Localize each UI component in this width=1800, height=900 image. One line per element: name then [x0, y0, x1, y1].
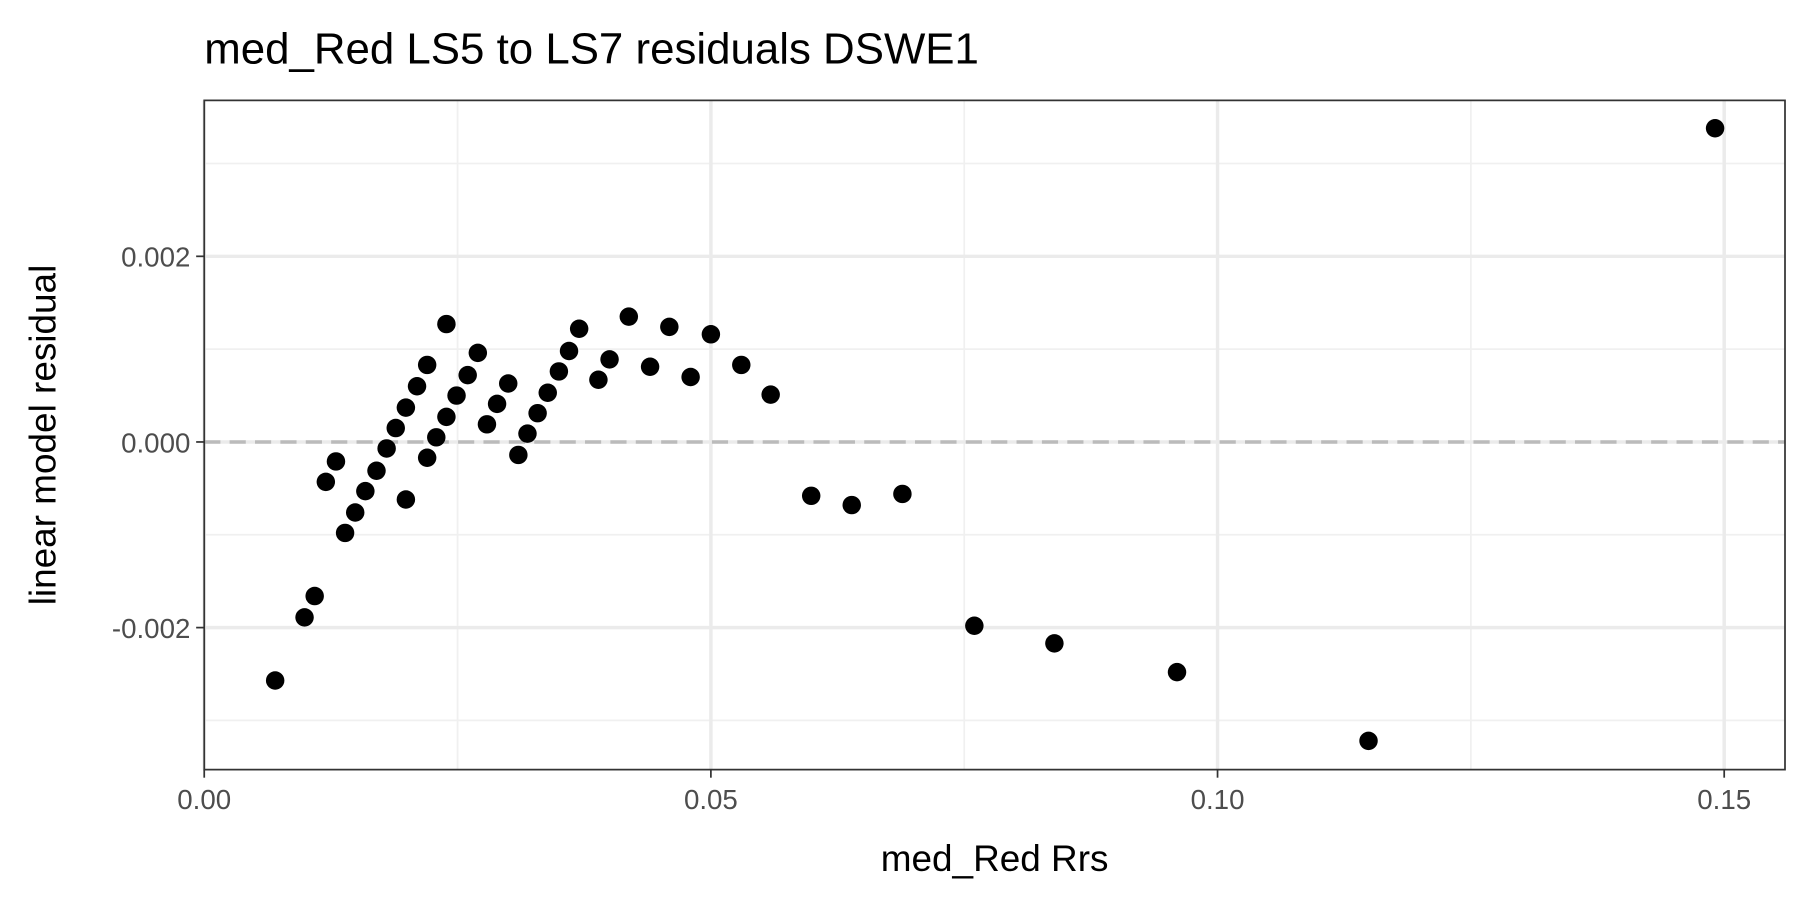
data-point: [407, 377, 427, 396]
data-point: [619, 307, 639, 326]
y-tick-label: 0.002: [121, 242, 190, 273]
data-point: [559, 341, 579, 361]
data-point: [295, 608, 314, 627]
y-tick-label: 0.000: [121, 427, 190, 458]
data-point: [345, 503, 365, 522]
data-point: [458, 365, 477, 385]
data-point: [326, 452, 346, 471]
data-point: [1045, 634, 1064, 653]
data-points: [265, 118, 1725, 751]
x-tick-label: 0.00: [177, 784, 231, 815]
chart-title: med_Red LS5 to LS7 residuals DSWE1: [204, 24, 979, 73]
data-point: [498, 374, 518, 393]
y-axis-title: linear model residual: [22, 265, 63, 606]
data-point: [528, 403, 547, 423]
data-point: [640, 357, 660, 377]
data-point: [335, 523, 355, 543]
data-point: [965, 616, 984, 635]
data-point: [842, 495, 861, 515]
data-point: [761, 385, 780, 404]
axis-ticks: 0.00 0.05 0.10 0.15 -0.002 0.000 0.002: [112, 242, 1751, 815]
data-point: [417, 355, 437, 375]
data-point: [377, 439, 396, 458]
data-point: [1705, 118, 1725, 138]
data-point: [396, 490, 416, 509]
data-point: [509, 445, 528, 465]
data-point: [437, 407, 456, 427]
x-tick-label: 0.10: [1191, 784, 1245, 815]
data-point: [356, 481, 375, 501]
data-point: [437, 314, 456, 334]
data-point: [305, 586, 324, 606]
data-point: [701, 325, 721, 344]
data-point: [396, 398, 416, 417]
data-point: [487, 394, 507, 414]
data-point: [538, 383, 557, 402]
x-axis-title: med_Red Rrs: [881, 838, 1109, 879]
data-point: [1167, 662, 1187, 682]
panel-border: [203, 99, 1786, 771]
data-point: [893, 484, 912, 504]
data-point: [801, 486, 821, 506]
data-point: [518, 424, 537, 443]
data-point: [265, 671, 285, 690]
data-point: [386, 418, 405, 438]
data-point: [427, 428, 446, 447]
data-point: [1359, 731, 1378, 751]
data-point: [732, 355, 751, 375]
data-point: [316, 472, 336, 492]
data-point: [477, 415, 497, 434]
data-point: [600, 350, 619, 369]
data-point: [468, 343, 488, 363]
data-point: [569, 319, 589, 338]
data-point: [417, 448, 437, 467]
x-tick-label: 0.05: [684, 784, 738, 815]
data-point: [681, 367, 700, 387]
data-point: [367, 461, 386, 480]
x-tick-label: 0.15: [1697, 784, 1751, 815]
data-point: [447, 386, 466, 405]
y-tick-label: -0.002: [112, 613, 191, 644]
data-point: [549, 362, 569, 381]
data-point: [660, 317, 679, 337]
data-point: [589, 370, 608, 390]
